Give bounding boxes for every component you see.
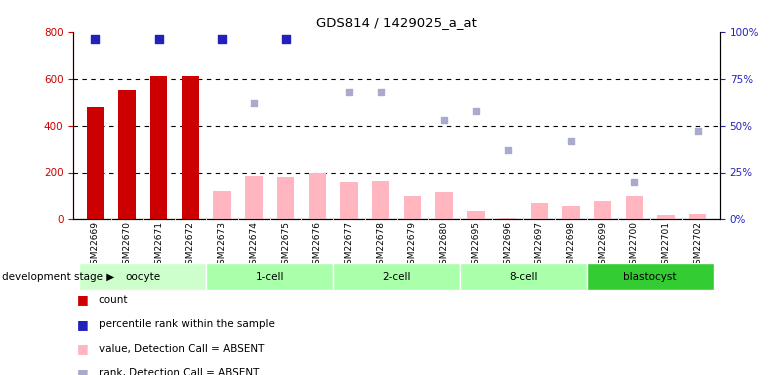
Bar [403, 196, 421, 219]
Text: 8-cell: 8-cell [509, 272, 537, 282]
Bar [562, 207, 580, 219]
Point [470, 108, 482, 114]
Text: 1-cell: 1-cell [256, 272, 284, 282]
Bar [460, 263, 587, 290]
Bar [213, 191, 231, 219]
Text: development stage ▶: development stage ▶ [2, 272, 114, 282]
Bar [87, 107, 104, 219]
Bar [689, 213, 707, 219]
Bar [467, 211, 484, 219]
Bar [150, 76, 168, 219]
Point [501, 147, 514, 153]
Text: 2-cell: 2-cell [382, 272, 411, 282]
Point [248, 100, 260, 106]
Bar [372, 181, 390, 219]
Point [216, 36, 229, 42]
Text: value, Detection Call = ABSENT: value, Detection Call = ABSENT [99, 344, 264, 354]
Bar [594, 201, 611, 219]
Bar [277, 177, 294, 219]
Text: ■: ■ [77, 294, 89, 306]
Bar [658, 214, 675, 219]
Bar [340, 182, 358, 219]
Bar [245, 176, 263, 219]
Bar [79, 263, 206, 290]
Point [343, 89, 355, 95]
Bar [531, 203, 548, 219]
Title: GDS814 / 1429025_a_at: GDS814 / 1429025_a_at [316, 16, 477, 29]
Text: rank, Detection Call = ABSENT: rank, Detection Call = ABSENT [99, 368, 259, 375]
Text: percentile rank within the sample: percentile rank within the sample [99, 320, 274, 329]
Point [89, 36, 102, 42]
Text: oocyte: oocyte [126, 272, 160, 282]
Point [152, 36, 165, 42]
Point [564, 138, 577, 144]
Bar [587, 263, 714, 290]
Point [280, 36, 292, 42]
Point [374, 89, 387, 95]
Bar [182, 76, 199, 219]
Text: ■: ■ [77, 318, 89, 331]
Bar [119, 90, 136, 219]
Point [438, 117, 450, 123]
Bar [435, 192, 453, 219]
Bar [499, 218, 516, 219]
Bar [309, 172, 326, 219]
Text: blastocyst: blastocyst [624, 272, 677, 282]
Text: ■: ■ [77, 367, 89, 375]
Point [628, 179, 641, 185]
Bar [333, 263, 460, 290]
Point [691, 128, 704, 134]
Bar [206, 263, 333, 290]
Bar [626, 196, 643, 219]
Text: ■: ■ [77, 342, 89, 355]
Text: count: count [99, 295, 128, 305]
